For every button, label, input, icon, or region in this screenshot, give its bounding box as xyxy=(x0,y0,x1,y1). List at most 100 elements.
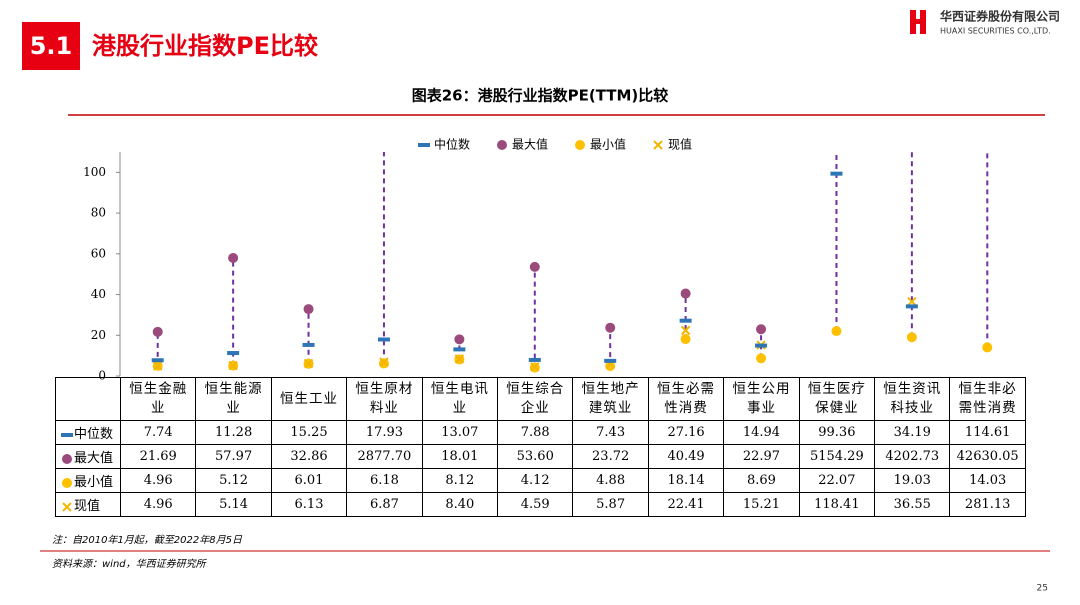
legend-marker xyxy=(653,140,663,150)
category-label: 恒生非必需性消费 xyxy=(949,377,1026,421)
value-cell: 42630.05 xyxy=(949,444,1026,469)
value-cell: 53.60 xyxy=(497,444,574,469)
category-label: 恒生地产建筑业 xyxy=(572,377,649,421)
y-tick-label: 60 xyxy=(91,246,106,260)
category-label: 恒生公用事业 xyxy=(723,377,800,421)
series-name: 最大值 xyxy=(74,451,114,466)
corner-cell xyxy=(55,377,121,421)
point xyxy=(454,354,465,364)
table-row: 现值 4.96 5.14 6.13 6.87 8.40 4.59 5.87 22.41 15.21… xyxy=(55,492,1026,517)
point xyxy=(755,343,768,348)
slide-title: 港股行业指数PE比较 xyxy=(92,32,318,60)
company-name: 华西证券股份有限公司 xyxy=(940,9,1060,24)
point xyxy=(756,324,767,335)
value-cell: 23.72 xyxy=(572,444,649,469)
value-cell: 4.96 xyxy=(119,492,197,517)
value-cell: 27.16 xyxy=(647,420,725,445)
category-label: 恒生医疗保健业 xyxy=(798,377,876,421)
value-cell: 32.86 xyxy=(270,444,348,469)
chart-title: 图表26：港股行业指数PE(TTM)比较 xyxy=(412,87,669,105)
legend-item: 最大值 xyxy=(497,137,548,152)
point xyxy=(605,361,616,372)
category-label: 恒生能源业 xyxy=(195,377,272,421)
value-cell: 19.03 xyxy=(874,468,951,493)
point xyxy=(151,358,164,363)
logo xyxy=(910,19,926,24)
point xyxy=(832,131,840,139)
point xyxy=(604,358,617,363)
value-cell: 8.40 xyxy=(421,492,499,517)
point xyxy=(228,360,238,371)
category-label: 恒生原材料业 xyxy=(346,377,423,421)
value-cell: 118.41 xyxy=(798,492,876,517)
point xyxy=(907,296,917,307)
point xyxy=(906,332,917,343)
point xyxy=(528,357,541,362)
section-box xyxy=(22,22,80,70)
table-row: 最小值 4.96 5.12 6.01 6.18 8.12 4.12 4.88 18.14 8.69… xyxy=(55,468,1026,493)
legend-label: 最小值 xyxy=(590,137,626,152)
legend-item: 中位数 xyxy=(418,137,470,152)
value-cell: 57.97 xyxy=(195,444,272,469)
value-cell: 4202.73 xyxy=(874,444,951,469)
series-cell: 最大值 xyxy=(55,444,121,469)
point xyxy=(680,325,691,336)
value-cell: 13.07 xyxy=(421,420,499,445)
legend-label: 中位数 xyxy=(434,137,470,152)
value-cell: 5.87 xyxy=(572,492,649,517)
value-cell: 36.55 xyxy=(874,492,951,517)
legend-marker xyxy=(61,432,73,437)
legend-marker xyxy=(61,432,73,437)
value-cell: 21.69 xyxy=(119,444,197,469)
table-row: 中位数 7.74 11.28 15.25 17.93 13.07 7.88 7.43 27.16… xyxy=(55,420,1026,445)
legend-label: 最大值 xyxy=(512,137,548,152)
y-tick-label: 20 xyxy=(91,328,106,342)
value-cell: 7.43 xyxy=(572,420,649,445)
value-cell: 5.12 xyxy=(195,468,272,493)
series-cell: 最小值 xyxy=(55,468,121,493)
point xyxy=(303,358,314,369)
value-cell: 18.01 xyxy=(421,444,499,469)
legend-marker xyxy=(575,140,585,150)
page-number: 25 xyxy=(1037,584,1048,594)
legend-marker xyxy=(62,501,72,512)
legend-marker xyxy=(62,453,72,464)
value-cell: 7.88 xyxy=(497,420,574,445)
legend-marker xyxy=(62,501,72,512)
value-cell: 15.21 xyxy=(723,492,800,517)
value-cell: 7.74 xyxy=(119,420,197,445)
value-cell: 22.07 xyxy=(798,468,876,493)
value-cell: 4.59 xyxy=(497,492,574,517)
point xyxy=(302,342,315,347)
value-cell: 2877.70 xyxy=(346,444,423,469)
point xyxy=(830,171,843,176)
point xyxy=(982,342,993,353)
value-cell: 18.14 xyxy=(647,468,725,493)
point xyxy=(454,334,465,345)
point xyxy=(530,361,540,372)
point xyxy=(831,326,842,337)
value-cell: 6.13 xyxy=(270,492,348,517)
value-cell: 99.36 xyxy=(798,420,876,445)
value-cell: 17.93 xyxy=(346,420,423,445)
point xyxy=(379,357,389,367)
y-tick-label: 40 xyxy=(91,287,106,301)
point xyxy=(153,361,163,371)
category-label: 恒生工业 xyxy=(270,377,348,421)
series-cell: 现值 xyxy=(55,492,121,517)
section-number: 5.1 xyxy=(30,32,73,60)
category-label: 恒生金融业 xyxy=(119,377,197,421)
y-tick-label: 0 xyxy=(98,369,106,383)
series-name: 中位数 xyxy=(74,427,114,442)
y-tick-label: 80 xyxy=(91,206,106,220)
legend-marker xyxy=(62,477,72,488)
value-cell: 15.25 xyxy=(270,420,348,445)
value-cell: 40.49 xyxy=(647,444,725,469)
legend-item: 现值 xyxy=(653,137,692,152)
value-cell: 14.94 xyxy=(723,420,800,445)
category-label: 恒生综合企业 xyxy=(497,377,574,421)
value-cell: 6.18 xyxy=(346,468,423,493)
point xyxy=(680,334,691,345)
series-name: 最小值 xyxy=(74,475,114,490)
